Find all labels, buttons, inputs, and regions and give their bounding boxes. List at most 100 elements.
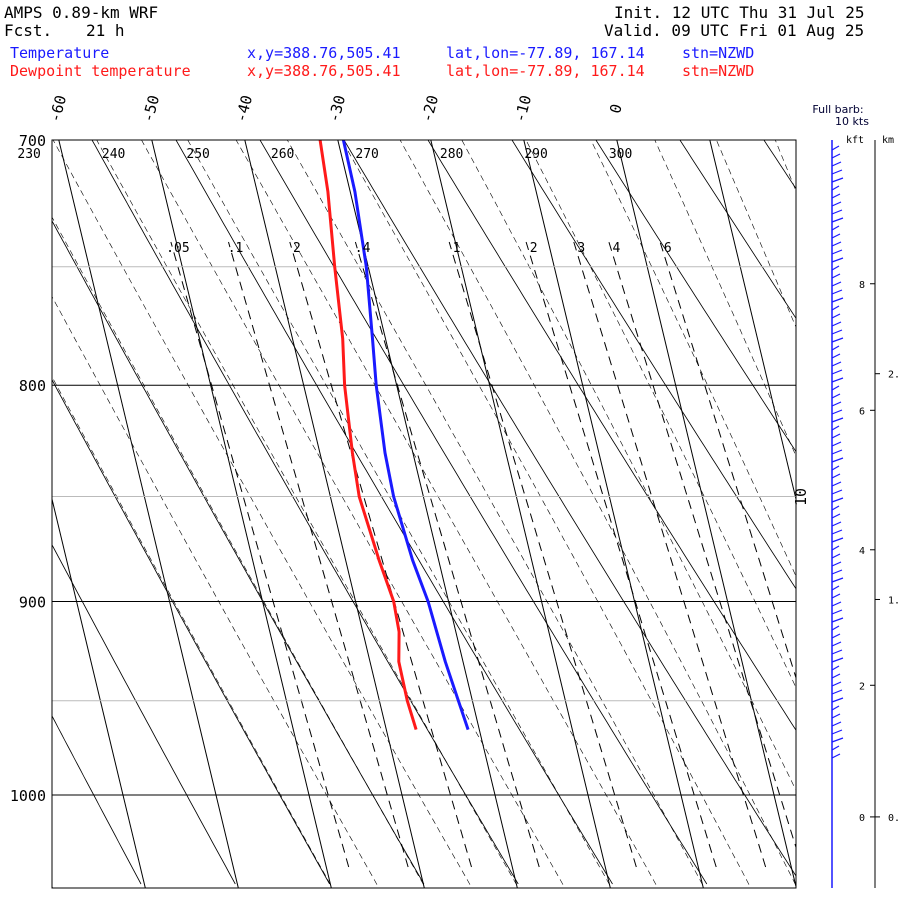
isotherm-label: -60 [46, 93, 70, 124]
saturated-adiabat-line [141, 140, 564, 885]
wind-barb [831, 513, 841, 519]
wind-barb [831, 209, 843, 215]
saturated-adiabat-line [52, 140, 471, 885]
wind-barb [831, 561, 842, 567]
wind-barb [831, 705, 840, 711]
mixing-ratio-label: .05 [166, 241, 189, 256]
profile-series [318, 140, 470, 731]
wind-barb [831, 601, 842, 607]
wind-barb [831, 625, 840, 631]
isotherm-line [896, 140, 900, 888]
dry-adiabat-label: 290 [524, 147, 547, 162]
isobar-lines [52, 139, 796, 796]
wind-barb [831, 425, 840, 431]
wind-barb [831, 609, 843, 615]
wind-barb [831, 505, 840, 511]
saturated-adiabat-line [875, 114, 900, 885]
wind-barb [831, 721, 842, 727]
wind-barb [831, 297, 844, 303]
wind-barb [831, 521, 842, 527]
wind-barb [831, 729, 843, 735]
kft-axis-label: kft [846, 135, 864, 146]
wind-barb [831, 185, 840, 191]
valid-time: Valid. 09 UTC Fri 01 Aug 25 [604, 21, 865, 40]
isotherm-label: -10 [511, 93, 535, 124]
mixing-ratio-label: 3 [577, 241, 585, 256]
wind-barb [831, 537, 844, 543]
dry-adiabat-label: 250 [186, 147, 209, 162]
wind-barb [831, 441, 842, 447]
wind-barb [831, 369, 843, 375]
wind-barb [831, 465, 840, 471]
pressure-tick-label: 900 [19, 594, 46, 612]
isotherm-line [616, 140, 796, 888]
mixing-ratio-label: .4 [355, 241, 371, 256]
mixing-ratio-label: 1 [453, 241, 461, 256]
wind-profile-panel: Full barb: 10 kts kft km 8 6 4 2 0 2. 1. 0. [812, 103, 900, 888]
wind-barb [831, 449, 843, 455]
wind-barb [831, 153, 841, 159]
dry-adiabat-line [52, 715, 142, 885]
barb-legend-line2: 10 kts [835, 115, 869, 128]
wind-barb [831, 161, 842, 167]
mixing-ratio-line [289, 241, 472, 868]
dry-adiabat-label: 300 [609, 147, 632, 162]
wind-barb [831, 249, 843, 255]
mixing-ratio-line [170, 241, 350, 868]
legend-dewpoint: Dewpoint temperature [10, 62, 191, 80]
wind-barb [831, 545, 840, 551]
wind-barb [831, 257, 844, 263]
station-temperature: stn=NZWD [682, 44, 755, 62]
dry-adiabat-label: 230 [17, 147, 40, 162]
mixing-ratio-label: 4 [613, 241, 621, 256]
latlon-temperature: lat,lon=-77.89, 167.14 [446, 44, 645, 62]
wind-barb [831, 737, 844, 743]
kft-tick-label: 8 [859, 280, 865, 291]
station-dewpoint: stn=NZWD [682, 62, 755, 80]
wind-barb [831, 305, 840, 311]
wind-barb [831, 265, 840, 271]
legend-temperature: Temperature [10, 44, 110, 62]
wind-barb [831, 217, 844, 223]
saturated-adiabat-line [525, 140, 796, 689]
isotherm-line [58, 140, 239, 888]
wind-barb [831, 697, 844, 703]
saturated-adiabat-line [341, 140, 750, 885]
wind-barb [831, 377, 844, 383]
saturated-adiabat-line [96, 140, 517, 885]
dewpoint-line [318, 140, 418, 731]
isotherm-line [523, 140, 704, 888]
wind-barb [831, 753, 841, 759]
wind-barb [831, 177, 844, 183]
wind-barb [831, 433, 841, 439]
dry-adiabat-line [343, 140, 796, 877]
wind-barb [831, 393, 841, 399]
mixing-ratio-line [608, 241, 796, 850]
saturated-adiabat-line [52, 216, 424, 885]
wind-barb [831, 233, 841, 239]
wind-barb [831, 417, 844, 423]
dry-adiabat-line [511, 140, 796, 590]
wind-barb [831, 649, 843, 655]
wind-barb [831, 681, 842, 687]
xy-temperature: x,y=388.76,505.41 [247, 44, 401, 62]
wind-barb [831, 593, 841, 599]
latlon-dewpoint: lat,lon=-77.89, 167.14 [446, 62, 645, 80]
wind-barb [831, 225, 840, 231]
pressure-tick-label: 700 [19, 132, 46, 150]
wind-barb [831, 641, 842, 647]
dry-adiabat-line [175, 140, 613, 885]
wind-barb [831, 281, 842, 287]
mixing-ratio-label: 2 [530, 241, 538, 256]
wind-barb [831, 713, 841, 719]
mixing-ratio-label: 2 [293, 241, 301, 256]
mixing-ratio-line [525, 241, 717, 868]
chart-guide-lines [52, 114, 900, 888]
isotherm-label: 0 [606, 102, 626, 115]
barb-legend-line1: Full barb: [812, 103, 863, 116]
mixing-ratio-line [573, 241, 767, 868]
wind-barb [831, 361, 842, 367]
dry-adiabat-label: 270 [355, 147, 378, 162]
wind-barb [831, 329, 843, 335]
